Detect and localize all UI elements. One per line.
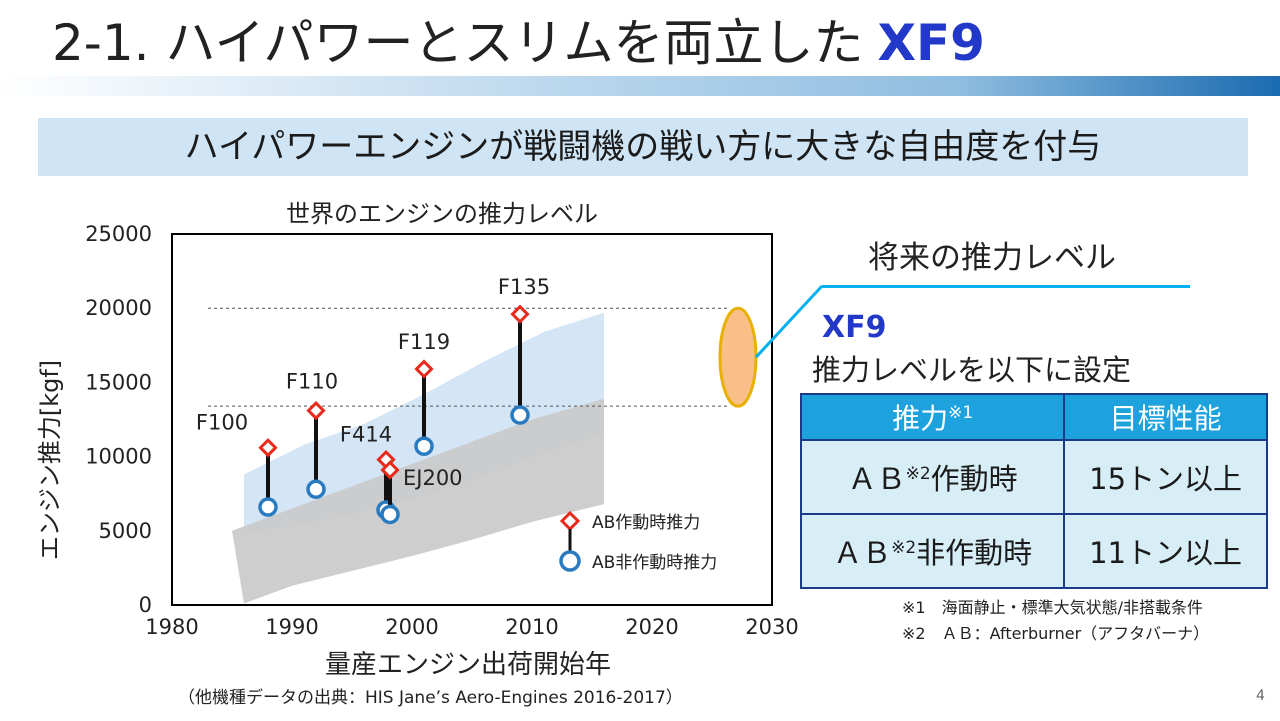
ab-off-point-f110 (306, 479, 326, 499)
footnote-2: ※2 ＡＢ：Afterburner（アフタバーナ） (902, 624, 1210, 643)
xf9-callout-line (754, 284, 824, 359)
row-ab-on-suffix: 作動時 (930, 462, 1018, 496)
chart-title: 世界のエンジンの推力レベル (286, 200, 598, 228)
ab-on-point-f110 (306, 400, 326, 421)
y-tick-labels: 0 5000 10000 15000 20000 25000 (85, 222, 152, 617)
ab-on-point-f119 (414, 359, 434, 379)
y-tick-label: 25000 (85, 222, 152, 246)
slide-title-brand: XF9 (877, 14, 985, 72)
row-ab-off-note: ※2 (891, 538, 917, 558)
x-tick-labels: 1980 1990 2000 2010 2020 2030 (145, 615, 798, 639)
y-tick-label: 20000 (85, 296, 152, 320)
ab-on-point-f100 (258, 438, 278, 458)
ab-off-point-f119 (414, 436, 434, 456)
header-thrust: 推力※1 (799, 393, 1066, 441)
data-source-note: （他機種データの出典：HIS Jane’s Aero-Engines 2016-… (178, 688, 683, 708)
subtitle-band: ハイパワーエンジンが戦闘機の戦い方に大きな自由度を付与 (38, 118, 1248, 176)
engine-label-f414: F414 (340, 423, 392, 447)
future-thrust-underline (822, 285, 1190, 288)
engine-marks: F100 F110 F414 EJ200 F119 F135 (196, 275, 550, 525)
plot-frame (171, 233, 773, 606)
row-ab-on-prefix: ＡＢ (847, 462, 906, 496)
x-tick-label: 1980 (145, 615, 198, 639)
table-header-row: 推力※1 目標性能 (799, 393, 1268, 441)
y-tick-label: 5000 (99, 519, 152, 543)
engine-label-f135: F135 (498, 275, 550, 299)
header-target: 目標性能 (1063, 393, 1268, 441)
engine-label-ej200: EJ200 (403, 466, 463, 490)
engine-label-f110: F110 (286, 370, 338, 394)
ab-off-point-f135 (510, 405, 530, 425)
header-thrust-label: 推力 (892, 402, 949, 435)
thrust-setting-label: 推力レベルを以下に設定 (812, 353, 1132, 387)
future-thrust-label: 将来の推力レベル (868, 240, 1116, 276)
ab-on-point-ej200 (380, 460, 400, 480)
row-ab-on-value: 15トン以上 (1063, 439, 1268, 515)
table-row: ＡＢ※2非作動時 11トン以上 (799, 513, 1268, 589)
page-number: 4 (1256, 688, 1265, 704)
title-gradient-bar (0, 76, 1280, 96)
x-axis-label: 量産エンジン出荷開始年 (325, 650, 611, 680)
y-tick-label: 0 (139, 593, 152, 617)
chart-legend: AB作動時推力 AB非作動時推力 (559, 510, 717, 573)
subtitle-text: ハイパワーエンジンが戦闘機の戦い方に大きな自由度を付与 (184, 127, 1102, 167)
x-tick-label: 2000 (385, 615, 438, 639)
y-tick-label: 10000 (85, 445, 152, 469)
footnote-1: ※1 海面静止・標準大気状態/非搭載条件 (902, 598, 1203, 617)
reference-lines (208, 307, 730, 407)
row-ab-on-label: ＡＢ※2作動時 (799, 439, 1066, 515)
slide-title: 2-1. ハイパワーとスリムを両立した XF9 (52, 10, 985, 76)
xf9-thrust-ellipse (718, 306, 758, 408)
legend-circle-icon (559, 550, 581, 572)
row-ab-on-note: ※2 (905, 464, 931, 484)
table-row: ＡＢ※2作動時 15トン以上 (799, 439, 1268, 515)
x-tick-label: 2010 (505, 615, 558, 639)
legend-ab-off-label: AB非作動時推力 (592, 553, 717, 573)
x-tick-label: 2030 (745, 615, 798, 639)
legend-ab-on-label: AB作動時推力 (592, 513, 700, 533)
ab-off-point-ej200 (380, 504, 400, 525)
header-thrust-note: ※1 (948, 403, 974, 423)
engine-label-f119: F119 (398, 330, 450, 354)
y-tick-label: 15000 (85, 370, 152, 394)
ab-off-point-f100 (258, 497, 278, 517)
y-axis-label: エンジン推力[kgf] (36, 360, 64, 560)
slide-title-text: 2-1. ハイパワーとスリムを両立した (52, 14, 864, 72)
row-ab-off-value: 11トン以上 (1063, 513, 1268, 589)
xf9-marks (718, 284, 824, 408)
engine-label-f100: F100 (196, 411, 248, 435)
row-ab-off-prefix: ＡＢ (833, 536, 892, 570)
legend-diamond-icon (559, 510, 581, 532)
lower-trend-band (232, 398, 604, 604)
target-performance-table: 推力※1 目標性能 ＡＢ※2作動時 15トン以上 ＡＢ※2非作動時 11トン以上 (799, 393, 1268, 589)
x-tick-label: 2020 (625, 615, 678, 639)
chart-bands (232, 312, 604, 604)
x-tick-label: 1990 (265, 615, 318, 639)
ab-on-point-f135 (510, 304, 530, 324)
row-ab-off-label: ＡＢ※2非作動時 (799, 513, 1066, 589)
row-ab-off-suffix: 非作動時 (916, 536, 1033, 570)
xf9-label: XF9 (822, 310, 887, 345)
